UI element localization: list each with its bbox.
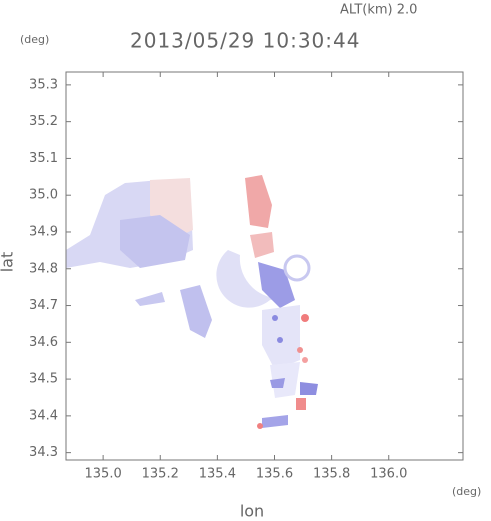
- x-unit: (deg): [452, 485, 481, 498]
- y-label: lat: [0, 252, 17, 273]
- velocity-field: [66, 175, 318, 429]
- y-tick-label: 35.1: [29, 151, 58, 166]
- x-tick-label: 135.4: [199, 467, 236, 482]
- y-tick-label: 34.5: [29, 372, 58, 387]
- x-tick-label: 136.0: [370, 467, 407, 482]
- x-tick-label: 135.0: [85, 467, 122, 482]
- time-stamp: 2013/05/29 10:30:44: [130, 29, 360, 53]
- x-tick-label: 135.8: [313, 467, 350, 482]
- x-tick-label: 135.2: [142, 467, 179, 482]
- plot-frame: [65, 71, 464, 461]
- y-tick-label: 35.2: [29, 114, 58, 129]
- y-tick-label: 34.3: [29, 445, 58, 460]
- y-tick-label: 34.7: [29, 298, 58, 313]
- y-tick-label: 34.4: [29, 408, 58, 423]
- altitude: ALT(km) 2.0: [340, 3, 417, 18]
- y-tick-label: 34.6: [29, 335, 58, 350]
- y-tick-label: 35.0: [29, 188, 58, 203]
- y-tick-label: 35.3: [29, 77, 58, 92]
- y-tick-label: 34.9: [29, 224, 58, 239]
- y-tick-label: 34.8: [29, 261, 58, 276]
- x-label: lon: [240, 502, 264, 521]
- y-unit: (deg): [20, 33, 49, 46]
- x-tick-label: 135.6: [256, 467, 293, 482]
